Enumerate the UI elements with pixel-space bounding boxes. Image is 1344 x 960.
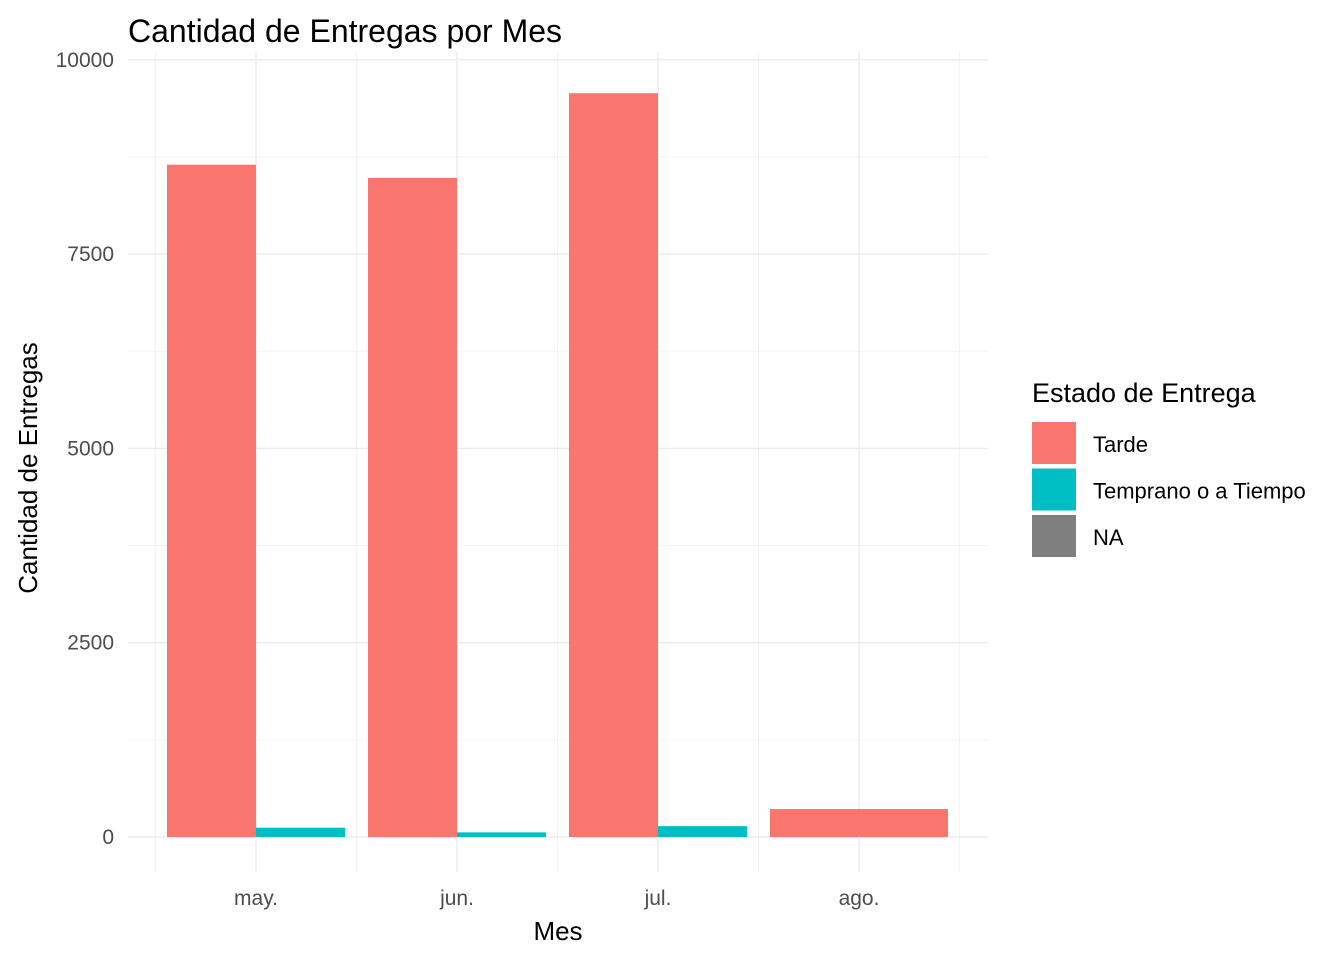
bar-temprano-o-a-tiempo-2 <box>658 826 747 838</box>
x-axis-title: Mes <box>533 916 582 946</box>
y-tick-label: 7500 <box>67 243 114 266</box>
y-axis-tick-labels: 0 2500 5000 7500 10000 <box>56 49 114 849</box>
y-tick-label: 5000 <box>67 437 114 460</box>
bar-temprano-o-a-tiempo-1 <box>457 832 546 838</box>
y-axis-title: Cantidad de Entregas <box>13 342 43 594</box>
legend-label: NA <box>1093 525 1124 550</box>
legend-title: Estado de Entrega <box>1032 378 1257 408</box>
y-tick-label: 0 <box>102 826 114 849</box>
x-tick-label: ago. <box>839 887 880 910</box>
bar-tarde-1 <box>368 177 457 838</box>
grid-lines <box>128 52 988 872</box>
legend-items: Tarde Temprano o a Tiempo NA <box>1032 422 1306 557</box>
legend-key-0 <box>1032 422 1076 464</box>
legend-label: Tarde <box>1093 432 1148 457</box>
bar-tarde-0 <box>167 164 256 838</box>
legend-key-1 <box>1032 468 1076 511</box>
chart-title: Cantidad de Entregas por Mes <box>128 13 562 49</box>
y-tick-label: 10000 <box>56 49 114 72</box>
x-axis-tick-labels: may. jun. jul. ago. <box>234 887 879 910</box>
y-tick-label: 2500 <box>67 632 114 655</box>
bar-tarde-2 <box>569 93 658 838</box>
bar-tarde-3 <box>770 809 948 838</box>
x-tick-label: may. <box>234 887 278 910</box>
legend-label: Temprano o a Tiempo <box>1093 479 1306 504</box>
legend-key-2 <box>1032 515 1076 557</box>
bars <box>167 93 948 838</box>
bar-temprano-o-a-tiempo-0 <box>256 827 345 838</box>
x-tick-label: jul. <box>644 887 672 910</box>
legend: Estado de Entrega Tarde Temprano o a Tiem… <box>1032 378 1306 557</box>
x-tick-label: jun. <box>439 887 474 910</box>
